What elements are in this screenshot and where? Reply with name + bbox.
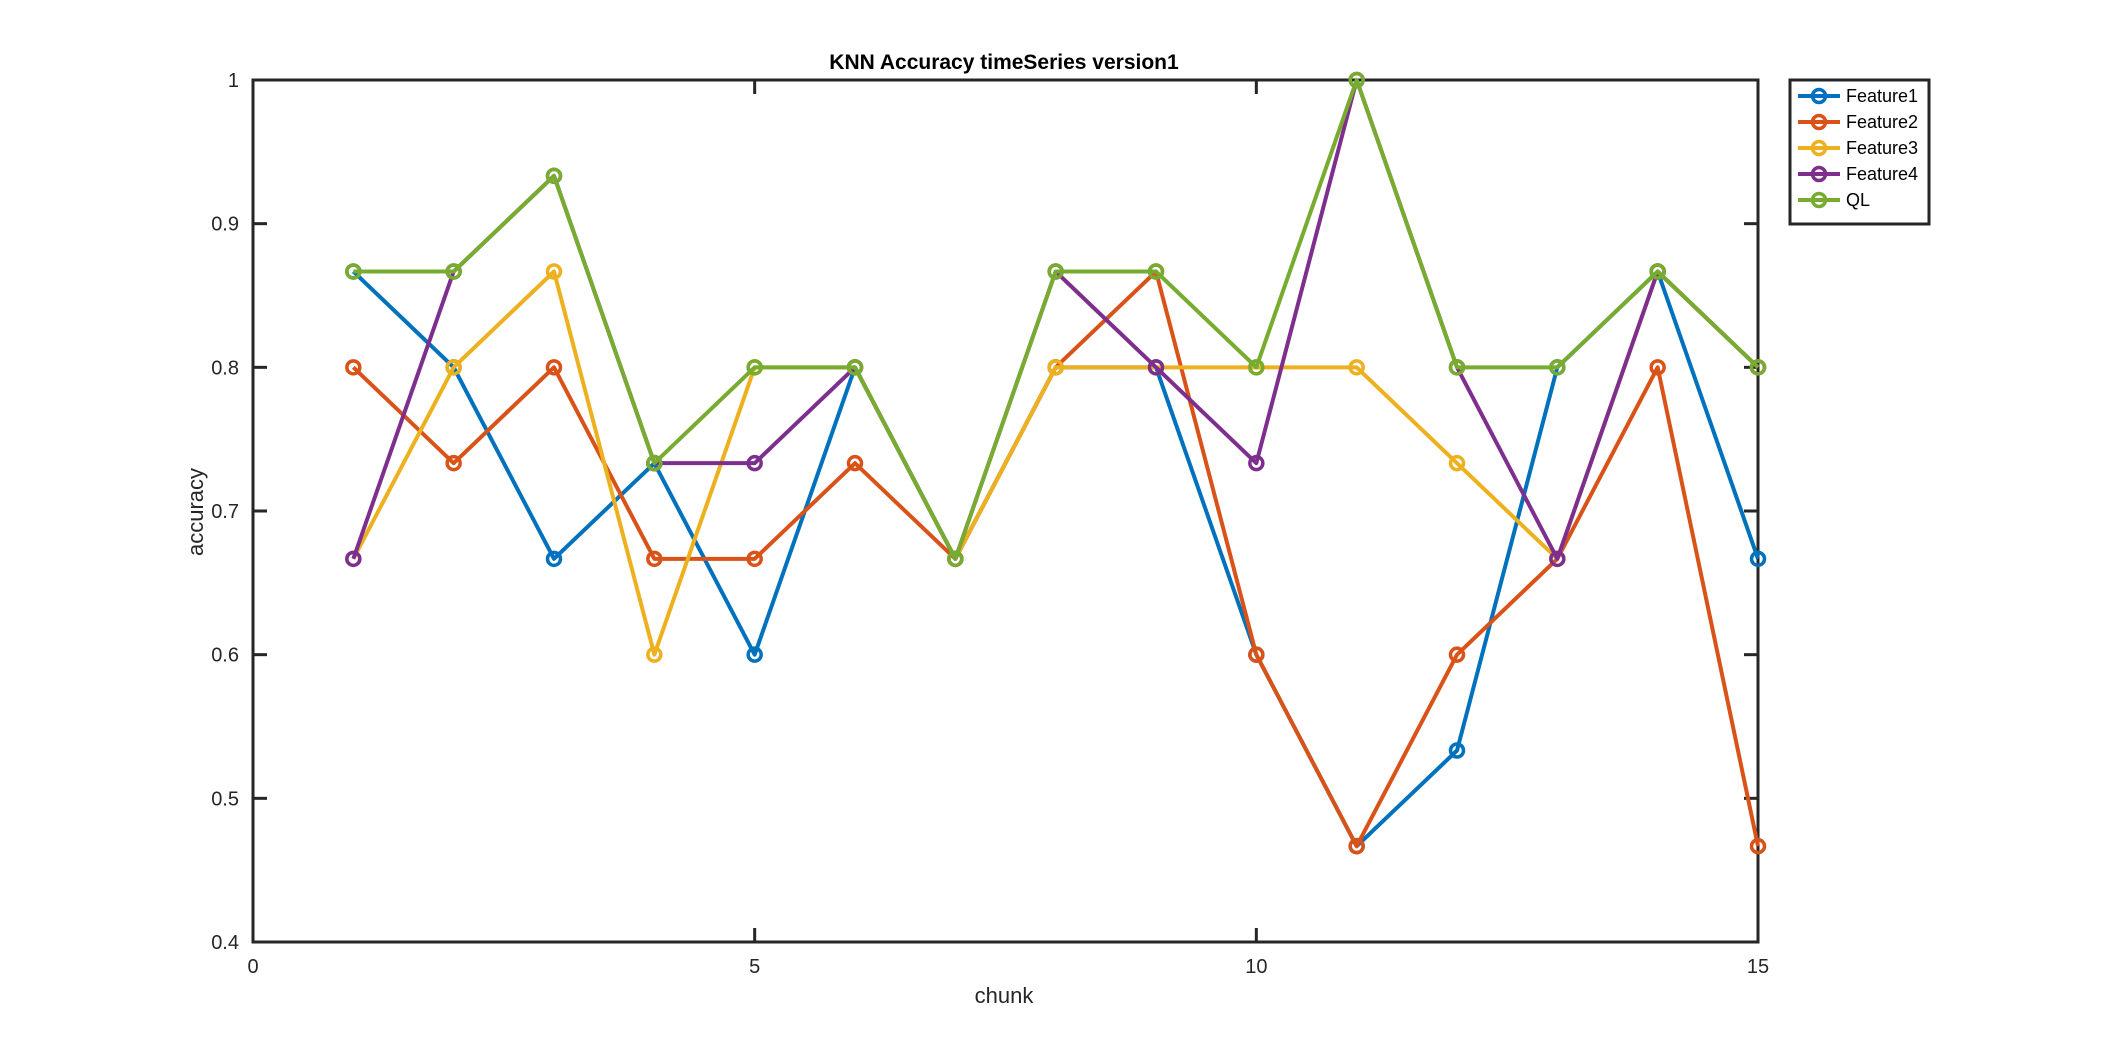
data-point: [345, 550, 362, 568]
data-point: [746, 359, 763, 376]
data-point: [1147, 263, 1165, 280]
data-point: [646, 454, 663, 472]
data-point: [1248, 454, 1265, 472]
data-point: [1749, 550, 1767, 568]
x-axis-title: chunk: [975, 983, 1035, 1008]
data-point: [1448, 454, 1466, 472]
legend-marker: [1810, 191, 1828, 209]
data-point: [445, 359, 462, 376]
legend-label: Feature4: [1846, 164, 1918, 184]
data-point: [545, 359, 563, 376]
x-tick-label: 10: [1245, 956, 1267, 978]
series-ql: [345, 71, 1767, 568]
legend-marker: [1810, 113, 1828, 131]
data-point: [646, 550, 663, 568]
series-layer: [345, 71, 1767, 855]
data-point: [1448, 742, 1466, 759]
legend-marker: [1810, 165, 1828, 183]
data-point: [1348, 837, 1365, 855]
data-point: [445, 263, 462, 280]
y-tick-label: 0.8: [211, 357, 239, 379]
legend-item: Feature1: [1798, 86, 1918, 106]
axis-tick-labels: 0 5 10 15 0.4 0.5 0.6 0.7 0.8 0.9 1: [211, 70, 1769, 978]
data-point: [1749, 359, 1767, 376]
data-point: [746, 550, 763, 568]
legend-label: Feature1: [1846, 86, 1918, 106]
y-tick-label: 0.4: [211, 932, 239, 954]
legend-label: Feature3: [1846, 138, 1918, 158]
data-point: [545, 167, 563, 185]
y-tick-label: 1: [228, 70, 239, 92]
chart-title: KNN Accuracy timeSeries version1: [829, 51, 1179, 74]
y-tick-label: 0.7: [211, 501, 239, 523]
y-tick-label: 0.6: [211, 645, 239, 667]
data-point: [1348, 359, 1365, 376]
data-point: [646, 646, 663, 663]
data-point: [846, 359, 864, 376]
data-point: [947, 550, 964, 568]
x-tick-label: 0: [247, 956, 258, 978]
data-point: [846, 454, 864, 472]
data-point: [1549, 550, 1566, 568]
series-line: [351, 269, 1760, 657]
data-point: [1549, 359, 1566, 376]
data-point: [445, 454, 462, 472]
data-point: [1047, 359, 1064, 376]
legend: Feature1 Feature2 Feature3 Feature4 QL: [1788, 78, 1931, 226]
data-point: [545, 263, 563, 280]
data-point: [1448, 359, 1466, 376]
data-point: [1248, 646, 1265, 663]
y-tick-label: 0.9: [211, 214, 239, 236]
data-point: [746, 646, 763, 663]
legend-item: Feature4: [1798, 164, 1918, 184]
legend-item: QL: [1798, 190, 1870, 210]
plot-area: 0 5 10 15 0.4 0.5 0.6 0.7 0.8 0.9 1: [211, 70, 1769, 978]
data-point: [1248, 359, 1265, 376]
legend-label: QL: [1846, 190, 1870, 210]
data-point: [746, 454, 763, 472]
data-point: [345, 263, 362, 280]
legend-item: Feature2: [1798, 112, 1918, 132]
data-point: [1047, 263, 1064, 280]
legend-marker: [1810, 87, 1828, 105]
legend-item: Feature3: [1798, 138, 1918, 158]
data-point: [1649, 263, 1666, 280]
data-point: [1348, 71, 1365, 89]
x-tick-label: 5: [749, 956, 760, 978]
data-point: [1448, 646, 1466, 663]
data-point: [1147, 359, 1165, 376]
data-point: [545, 550, 563, 568]
y-axis-title: accuracy: [183, 468, 208, 556]
x-tick-label: 15: [1747, 956, 1769, 978]
data-point: [1649, 359, 1666, 376]
data-point: [1749, 837, 1767, 855]
series-line: [353, 78, 1760, 561]
y-tick-label: 0.5: [211, 788, 239, 810]
legend-marker: [1810, 139, 1828, 157]
data-point: [345, 359, 362, 376]
legend-label: Feature2: [1846, 112, 1918, 132]
